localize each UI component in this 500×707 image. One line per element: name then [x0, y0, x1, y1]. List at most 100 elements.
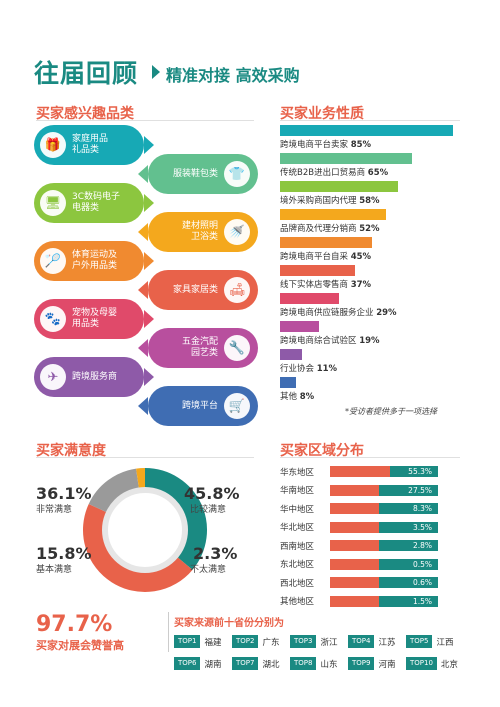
value-label: 2.8%: [412, 541, 432, 550]
sat-value-basic: 15.8%: [36, 544, 92, 563]
interest-item: ✈ 跨境服务商: [34, 357, 144, 397]
rank-badge: TOP8: [290, 657, 317, 670]
bar-label: 跨境电商平台自采 45%: [280, 250, 372, 262]
interest-label: 体育运动及 户外用品类: [72, 250, 118, 271]
region-row: 华东地区: [280, 466, 440, 478]
bar: [280, 321, 319, 332]
interest-item: 👕 服装鞋包类: [148, 154, 258, 194]
top-provinces-title: 买家来源前十省份分别为: [174, 618, 284, 629]
chevron-connector-icon: [138, 397, 148, 415]
chevron-connector-icon: [144, 136, 154, 154]
rank-badge: TOP7: [232, 657, 259, 670]
value-label: 27.5%: [408, 485, 432, 495]
province-name: 山东: [320, 659, 338, 670]
bar: [280, 237, 372, 248]
value-label: 65%: [367, 168, 389, 178]
business-row: 跨境电商平台自采 45%: [280, 237, 372, 262]
category-label: 跨境电商平台自采: [280, 252, 351, 262]
region-bar-track: 0.6%: [330, 577, 438, 588]
region-bar-track: 0.5%: [330, 558, 438, 570]
bar: [280, 349, 303, 360]
region-label: 东北地区: [280, 560, 315, 570]
interest-item: 🚿 建材照明 卫浴类: [148, 212, 258, 252]
region-bar-share: [330, 595, 379, 607]
province-name: 江西: [436, 637, 454, 648]
tools-icon: 🔧: [224, 335, 250, 361]
region-label: 华南地区: [280, 486, 315, 496]
plane-icon: ✈: [40, 364, 66, 390]
value-label: 11%: [316, 364, 338, 374]
category-label: 其他: [280, 392, 300, 402]
divider: [36, 120, 254, 121]
province-name: 湖北: [262, 659, 280, 670]
interest-item: 🛒 跨境平台: [148, 386, 258, 426]
interest-item: 🛋 家具家居类: [148, 270, 258, 310]
gift-icon: 🎁: [40, 132, 66, 158]
rank-badge: TOP1: [174, 635, 201, 648]
divider: [36, 457, 254, 458]
category-label: 跨境电商综合试验区: [280, 336, 360, 346]
top-province-item: TOP4 江苏: [348, 635, 395, 648]
sat-label-not: 不太满意: [190, 565, 227, 575]
chevron-connector-icon: [138, 223, 148, 241]
interest-label: 建材照明 卫浴类: [181, 221, 218, 242]
value-label: 0.6%: [412, 578, 432, 587]
rank-badge: TOP6: [174, 657, 201, 670]
faucet-icon: 🚿: [224, 219, 250, 245]
chevron-connector-icon: [138, 165, 148, 183]
interest-label: 五金汽配 园艺类: [181, 337, 218, 358]
rank-badge: TOP9: [348, 657, 375, 670]
business-row: 行业协会 11%: [280, 349, 337, 374]
top-province-item: TOP10 北京: [406, 657, 458, 670]
business-row: 传统B2B进出口贸易商 65%: [280, 153, 413, 178]
divider: [280, 457, 460, 458]
category-label: 品牌商及代理分销商: [280, 224, 360, 234]
region-label: 华北地区: [280, 523, 315, 533]
overall-satisfaction-value: 97.7%: [36, 612, 113, 637]
interest-item: 🏸 体育运动及 户外用品类: [34, 241, 144, 281]
top-province-item: TOP9 河南: [348, 657, 395, 670]
chevron-connector-icon: [144, 310, 154, 328]
province-name: 江苏: [378, 637, 396, 648]
category-label: 传统B2B进出口贸易商: [280, 168, 368, 178]
interest-label: 跨境平台: [181, 400, 218, 411]
region-row: 华中地区: [280, 503, 440, 515]
sat-value-fairly: 45.8%: [184, 484, 240, 503]
category-label: 行业协会: [280, 364, 317, 374]
bar-label: 行业协会 11%: [280, 362, 337, 374]
rank-badge: TOP2: [232, 635, 259, 648]
top-province-item: TOP3 浙江: [290, 635, 337, 648]
device-icon: 🖥: [40, 190, 66, 216]
region-bar-share: [330, 484, 379, 496]
region-label: 西南地区: [280, 541, 315, 552]
business-note: *受访者提供多于一项选择: [345, 407, 437, 416]
donut-slice: [83, 503, 193, 592]
satisfaction-title: 买家满意度: [36, 443, 106, 459]
value-label: 58%: [359, 196, 380, 206]
rank-badge: TOP10: [406, 657, 437, 670]
bar-label: 跨境电商综合试验区 19%: [280, 334, 380, 346]
value-label: 8%: [299, 392, 315, 402]
region-title: 买家区域分布: [280, 443, 364, 459]
value-label: 29%: [376, 308, 397, 318]
sat-value-very: 36.1%: [36, 484, 92, 503]
cart-icon: 🛒: [224, 393, 250, 419]
value-label: 19%: [359, 336, 380, 346]
bar: [280, 377, 297, 388]
region-bar-track: 3.5%: [330, 521, 438, 533]
bar-label: 其他 8%: [280, 390, 314, 402]
region-bar-track: 27.5%: [330, 484, 438, 496]
interest-label: 跨境服务商: [72, 371, 118, 382]
region-label: 华中地区: [280, 504, 315, 515]
region-row: 东北地区: [280, 559, 440, 570]
interest-label: 家具家居类: [172, 284, 218, 295]
chevron-connector-icon: [144, 368, 154, 386]
paw-icon: 🐾: [40, 306, 66, 332]
bar-label: 境外采购商国内代理 58%: [280, 194, 398, 206]
business-row: 跨境电商供应链服务企业 29%: [280, 293, 397, 318]
value-label: 8.3%: [412, 504, 432, 513]
donut-slice: [136, 468, 146, 489]
region-bar-track: 2.8%: [330, 540, 438, 551]
business-title: 买家业务性质: [280, 106, 364, 122]
value-label: 3.5%: [412, 522, 432, 532]
